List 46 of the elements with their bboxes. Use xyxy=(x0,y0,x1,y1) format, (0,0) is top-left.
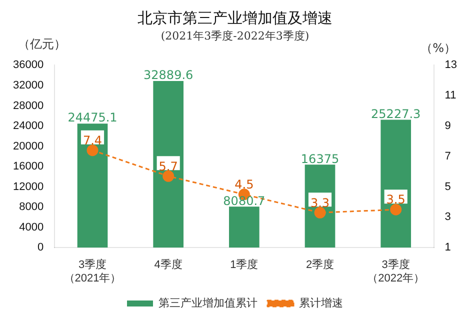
point xyxy=(390,204,402,216)
point xyxy=(162,170,174,182)
chart-subtitle: (2021年3季度-2022年3季度) xyxy=(160,29,310,42)
y2-tick-label: 13 xyxy=(444,59,458,72)
y-tick-label: 16000 xyxy=(12,160,44,173)
point xyxy=(314,206,326,218)
y-tick-label: 0 xyxy=(37,242,44,254)
bar xyxy=(77,124,108,248)
x-tick-label: 4季度 xyxy=(154,258,182,272)
data-label: 7.4 xyxy=(82,133,102,148)
data-label: 25227.3 xyxy=(371,106,421,121)
bar xyxy=(229,206,260,248)
data-label: 5.7 xyxy=(158,159,178,174)
x-tick-label: 2季度 xyxy=(306,258,334,272)
y2-axis-title: （%） xyxy=(420,40,456,57)
y2-tick-label: 9 xyxy=(444,120,451,132)
chart-title: 北京市第三产业增加值及增速 xyxy=(138,8,332,27)
y2-tick-label: 11 xyxy=(444,90,456,102)
y-tick-label: 32000 xyxy=(12,80,44,92)
data-label: 8080.7 xyxy=(223,194,266,208)
y-tick-label: 12000 xyxy=(12,180,44,193)
y-tick-label: 36000 xyxy=(12,59,44,72)
y2-tick-label: 3 xyxy=(444,211,451,224)
data-label: 3.3 xyxy=(310,196,330,210)
y-axis-title: （亿元） xyxy=(18,36,66,53)
y2-tick-label: 1 xyxy=(444,242,451,254)
point xyxy=(86,144,98,156)
data-label: 4.5 xyxy=(234,178,254,192)
y-tick-label: 28000 xyxy=(12,100,44,112)
data-label: 32889.6 xyxy=(144,68,194,82)
legend-label: 累计增速 xyxy=(299,296,343,310)
y-tick-label: 4000 xyxy=(19,221,44,234)
bar xyxy=(380,120,412,248)
data-label: 24475.1 xyxy=(68,110,118,125)
legend-label: 第三产业增加值累计 xyxy=(158,296,258,310)
y2-tick-label: 5 xyxy=(444,180,451,193)
x-tick-label: 1季度 xyxy=(230,258,258,272)
bar xyxy=(153,80,184,248)
data-label: 3.5 xyxy=(386,192,406,207)
x-tick-label: 3季度（2021年） xyxy=(64,258,122,284)
y-tick-label: 24000 xyxy=(12,120,44,132)
y-tick-label: 8000 xyxy=(19,201,44,214)
y2-tick-label: 7 xyxy=(444,150,451,162)
y-tick-label: 20000 xyxy=(12,140,44,152)
data-label: 16375 xyxy=(300,152,340,166)
x-tick-label: 3季度（2022年） xyxy=(367,258,425,284)
